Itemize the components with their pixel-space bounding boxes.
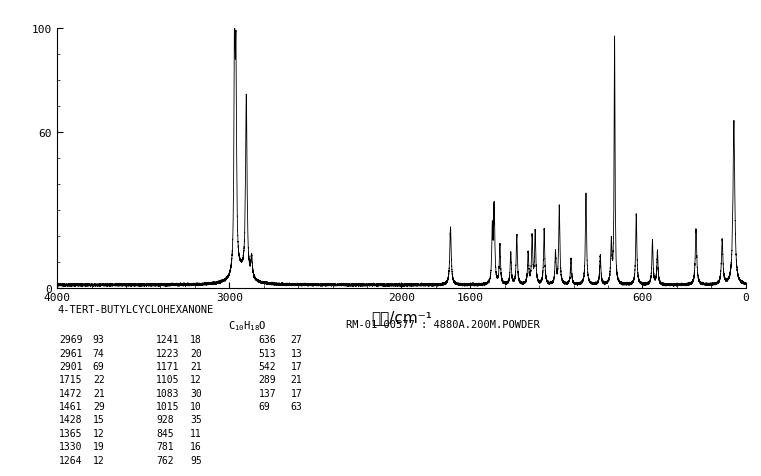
X-axis label: 波数/cm⁻¹: 波数/cm⁻¹ — [371, 310, 431, 325]
Text: 2969: 2969 — [59, 335, 83, 345]
Text: 1264: 1264 — [59, 455, 83, 465]
Text: 1461: 1461 — [59, 401, 83, 411]
Text: 22: 22 — [93, 375, 104, 385]
Text: 18: 18 — [190, 335, 202, 345]
Text: 21: 21 — [291, 375, 302, 385]
Text: 762: 762 — [156, 455, 174, 465]
Text: 513: 513 — [259, 348, 276, 358]
Text: 17: 17 — [291, 388, 302, 398]
Text: 1171: 1171 — [156, 361, 180, 371]
Text: 20: 20 — [190, 348, 202, 358]
Text: 12: 12 — [93, 428, 104, 438]
Text: 1472: 1472 — [59, 388, 83, 398]
Text: $\mathregular{C_{10}H_{18}O}$: $\mathregular{C_{10}H_{18}O}$ — [228, 319, 267, 333]
Text: 74: 74 — [93, 348, 104, 358]
Text: 21: 21 — [93, 388, 104, 398]
Text: 1105: 1105 — [156, 375, 180, 385]
Text: 12: 12 — [190, 375, 202, 385]
Text: 27: 27 — [291, 335, 302, 345]
Text: 1428: 1428 — [59, 415, 83, 425]
Text: 95: 95 — [190, 455, 202, 465]
Text: 1365: 1365 — [59, 428, 83, 438]
Text: 1223: 1223 — [156, 348, 180, 358]
Text: 35: 35 — [190, 415, 202, 425]
Text: 781: 781 — [156, 441, 174, 451]
Text: 1330: 1330 — [59, 441, 83, 451]
Text: 29: 29 — [93, 401, 104, 411]
Text: 19: 19 — [93, 441, 104, 451]
Text: 542: 542 — [259, 361, 276, 371]
Text: 1015: 1015 — [156, 401, 180, 411]
Text: 10: 10 — [190, 401, 202, 411]
Text: 16: 16 — [190, 441, 202, 451]
Text: 845: 845 — [156, 428, 174, 438]
Text: 30: 30 — [190, 388, 202, 398]
Text: 69: 69 — [259, 401, 270, 411]
Text: 289: 289 — [259, 375, 276, 385]
Text: 21: 21 — [190, 361, 202, 371]
Text: 636: 636 — [259, 335, 276, 345]
Text: 63: 63 — [291, 401, 302, 411]
Text: 11: 11 — [190, 428, 202, 438]
Text: 1715: 1715 — [59, 375, 83, 385]
Text: 93: 93 — [93, 335, 104, 345]
Text: 2901: 2901 — [59, 361, 83, 371]
Text: 4-TERT-BUTYLCYCLOHEXANONE: 4-TERT-BUTYLCYCLOHEXANONE — [57, 305, 213, 315]
Text: 12: 12 — [93, 455, 104, 465]
Text: 13: 13 — [291, 348, 302, 358]
Text: 17: 17 — [291, 361, 302, 371]
Text: 2961: 2961 — [59, 348, 83, 358]
Text: 137: 137 — [259, 388, 276, 398]
Text: RM-01-00577 : 4880A.200M.POWDER: RM-01-00577 : 4880A.200M.POWDER — [346, 319, 540, 329]
Text: 1083: 1083 — [156, 388, 180, 398]
Text: 69: 69 — [93, 361, 104, 371]
Text: 928: 928 — [156, 415, 174, 425]
Text: 1241: 1241 — [156, 335, 180, 345]
Text: 15: 15 — [93, 415, 104, 425]
